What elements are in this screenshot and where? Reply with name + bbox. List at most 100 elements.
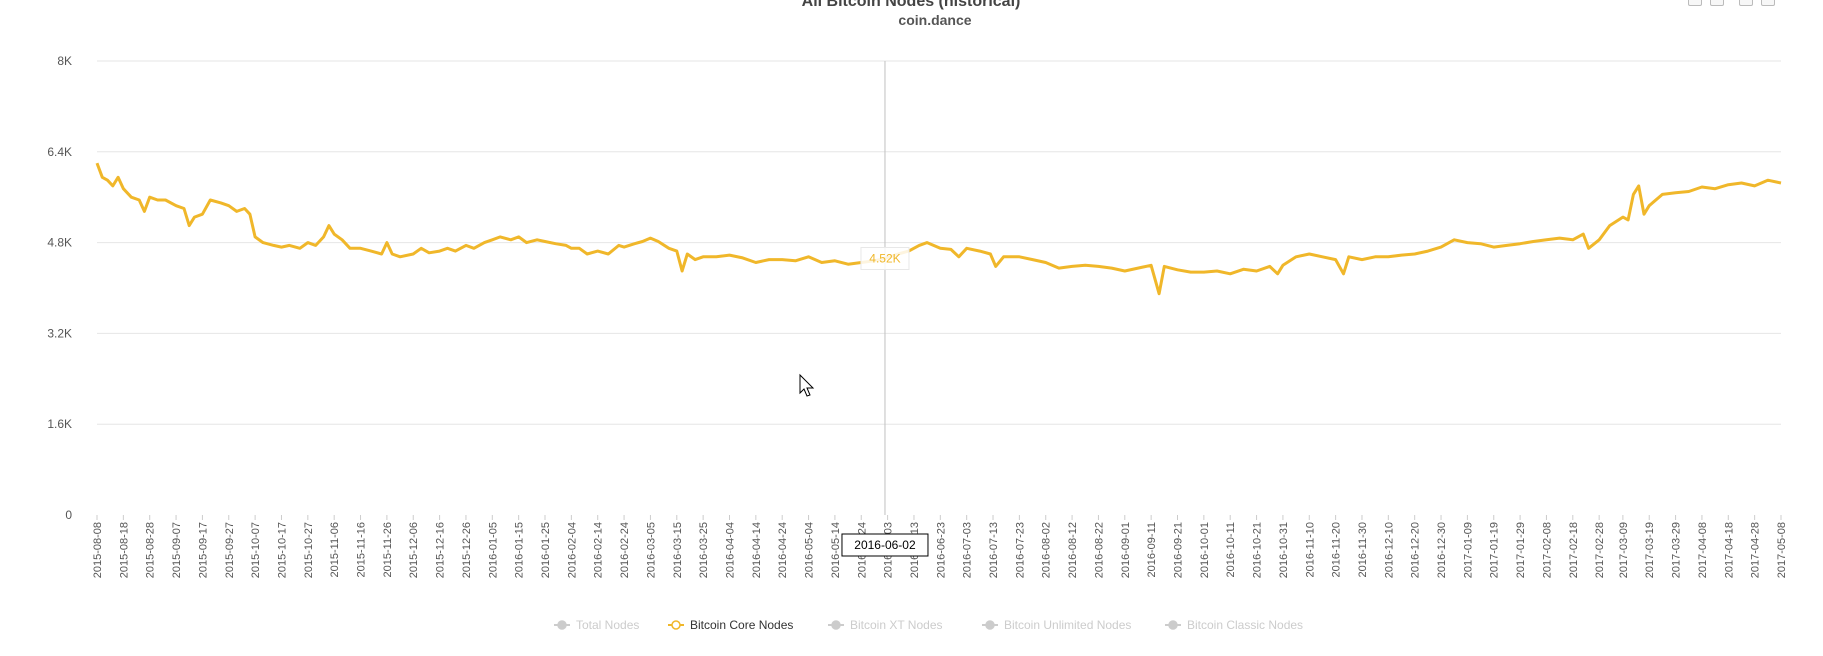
x-tick-label: 2015-09-27 (224, 522, 236, 578)
mouse-cursor-icon (799, 373, 815, 397)
x-tick-label: 2016-01-25 (540, 522, 552, 578)
x-tick-label: 2016-04-24 (777, 522, 789, 578)
legend-marker (985, 620, 995, 630)
grid (97, 60, 1781, 425)
x-tick-label: 2015-11-16 (356, 522, 368, 577)
legend-marker (671, 620, 681, 630)
tooltip-date: 2016-06-02 (854, 538, 916, 552)
x-tick-label: 2016-06-23 (935, 522, 947, 578)
x-tick-label: 2016-07-23 (1014, 522, 1026, 578)
legend-marker (831, 620, 841, 630)
x-tick-label: 2016-09-11 (1146, 522, 1158, 577)
legend-label: Bitcoin Unlimited Nodes (1004, 618, 1131, 632)
x-tick-label: 2017-05-08 (1776, 522, 1788, 578)
y-tick-label: 4.8K (47, 236, 72, 250)
legend: Total Nodes Bitcoin Core Nodes Bitcoin XT … (554, 618, 1303, 632)
legend-item[interactable]: Bitcoin Unlimited Nodes (982, 618, 1131, 632)
print-icon[interactable] (1688, 0, 1702, 6)
x-tick-label: 2015-10-17 (276, 522, 288, 578)
x-tick-label: 2016-05-14 (830, 522, 842, 578)
chart-subtitle: coin.dance (898, 12, 971, 28)
x-tick-label: 2016-04-14 (751, 522, 763, 578)
x-tick-label: 2017-04-18 (1723, 522, 1735, 578)
x-tick-label: 2015-10-07 (250, 522, 262, 578)
x-tick-label: 2016-09-01 (1120, 522, 1132, 578)
legend-item[interactable]: Bitcoin Core Nodes (668, 618, 793, 632)
x-tick-label: 2016-07-13 (988, 522, 1000, 578)
x-tick-label: 2016-10-01 (1199, 522, 1211, 578)
x-tick-label: 2016-02-14 (593, 522, 605, 578)
x-tick-label: 2016-08-12 (1067, 522, 1079, 578)
x-tick-label: 2017-03-19 (1644, 522, 1656, 578)
x-tick-label: 2016-12-30 (1436, 522, 1448, 578)
series-line-bitcoin-core-nodes[interactable] (95, 162, 1782, 296)
x-tick-label: 2015-11-26 (382, 522, 394, 577)
x-axis: 2015-08-08 2015-08-18 2015-08-28 2015-09-07… (92, 515, 1788, 578)
menu-icon[interactable] (1761, 0, 1775, 6)
x-tick-label: 2016-12-10 (1383, 522, 1395, 578)
x-tick-label: 2015-09-07 (171, 522, 183, 578)
legend-item[interactable]: Total Nodes (554, 618, 639, 632)
legend-marker (1168, 620, 1178, 630)
y-axis: 0 1.6K 3.2K 4.8K 6.4K 8K (47, 54, 72, 522)
x-tick-label: 2016-03-05 (645, 522, 657, 578)
x-tick-label: 2016-05-04 (804, 522, 816, 578)
x-tick-label: 2016-09-21 (1173, 522, 1185, 578)
tooltip-date-box (841, 533, 929, 557)
x-tick-label: 2016-11-20 (1331, 522, 1343, 577)
x-tick-label: 2015-08-18 (118, 522, 130, 578)
x-tick-label: 2017-04-28 (1750, 522, 1762, 578)
y-tick-label: 0 (65, 508, 72, 522)
y-tick-label: 3.2K (47, 326, 72, 340)
x-tick-label: 2016-07-03 (962, 522, 974, 578)
x-tick-label: 2015-12-26 (461, 522, 473, 578)
x-tick-label: 2016-01-15 (514, 522, 526, 578)
x-tick-label: 2016-01-05 (487, 522, 499, 578)
x-tick-label: 2017-02-28 (1594, 522, 1606, 578)
x-tick-label: 2017-01-09 (1462, 522, 1474, 578)
x-tick-label: 2017-01-29 (1515, 522, 1527, 578)
x-tick-label: 2016-10-21 (1252, 522, 1264, 578)
legend-label: Bitcoin Classic Nodes (1187, 618, 1303, 632)
x-tick-label: 2016-11-10 (1304, 522, 1316, 577)
x-tick-label: 2015-08-28 (145, 522, 157, 578)
x-tick-label: 2015-12-06 (408, 522, 420, 578)
x-tick-label: 2015-10-27 (303, 522, 315, 578)
legend-label: Bitcoin XT Nodes (850, 618, 943, 632)
x-tick-label: 2017-02-18 (1568, 522, 1580, 578)
tooltip-value-box (860, 246, 910, 270)
x-tick-label: 2016-04-04 (724, 522, 736, 578)
x-tick-label: 2015-08-08 (92, 522, 104, 578)
series-group (95, 162, 1782, 296)
x-tick-label: 2017-03-29 (1671, 522, 1683, 578)
x-tick-label: 2017-01-19 (1489, 522, 1501, 578)
x-tick-label: 2016-12-20 (1410, 522, 1422, 578)
x-tick-label: 2016-03-25 (698, 522, 710, 578)
legend-label: Total Nodes (576, 618, 639, 632)
legend-item[interactable]: Bitcoin XT Nodes (828, 618, 943, 632)
x-tick-label: 2016-11-30 (1357, 522, 1369, 577)
download-icon[interactable] (1739, 0, 1753, 6)
x-tick-label: 2016-08-02 (1041, 522, 1053, 578)
tooltip: 4.52K 2016-06-02 (841, 246, 929, 557)
legend-item[interactable]: Bitcoin Classic Nodes (1165, 618, 1303, 632)
chart-title: All Bitcoin Nodes (historical) (802, 0, 1021, 10)
x-tick-label: 2016-10-11 (1225, 522, 1237, 577)
x-tick-label: 2017-04-08 (1697, 522, 1709, 578)
x-tick-label: 2016-02-04 (566, 522, 578, 578)
x-tick-label: 2017-02-08 (1541, 522, 1553, 578)
y-tick-label: 8K (57, 54, 72, 68)
x-tick-label: 2017-03-09 (1618, 522, 1630, 578)
x-tick-label: 2015-11-06 (329, 522, 341, 577)
refresh-icon[interactable] (1710, 0, 1724, 6)
y-tick-label: 6.4K (47, 145, 72, 159)
x-tick-label: 2015-12-16 (435, 522, 447, 578)
x-tick-label: 2016-02-24 (619, 522, 631, 578)
legend-marker (557, 620, 567, 630)
x-tick-label: 2016-03-15 (672, 522, 684, 578)
legend-label: Bitcoin Core Nodes (690, 618, 793, 632)
x-tick-label: 2016-08-22 (1093, 522, 1105, 578)
x-tick-label: 2016-10-31 (1278, 522, 1290, 578)
x-tick-label: 2015-09-17 (197, 522, 209, 578)
